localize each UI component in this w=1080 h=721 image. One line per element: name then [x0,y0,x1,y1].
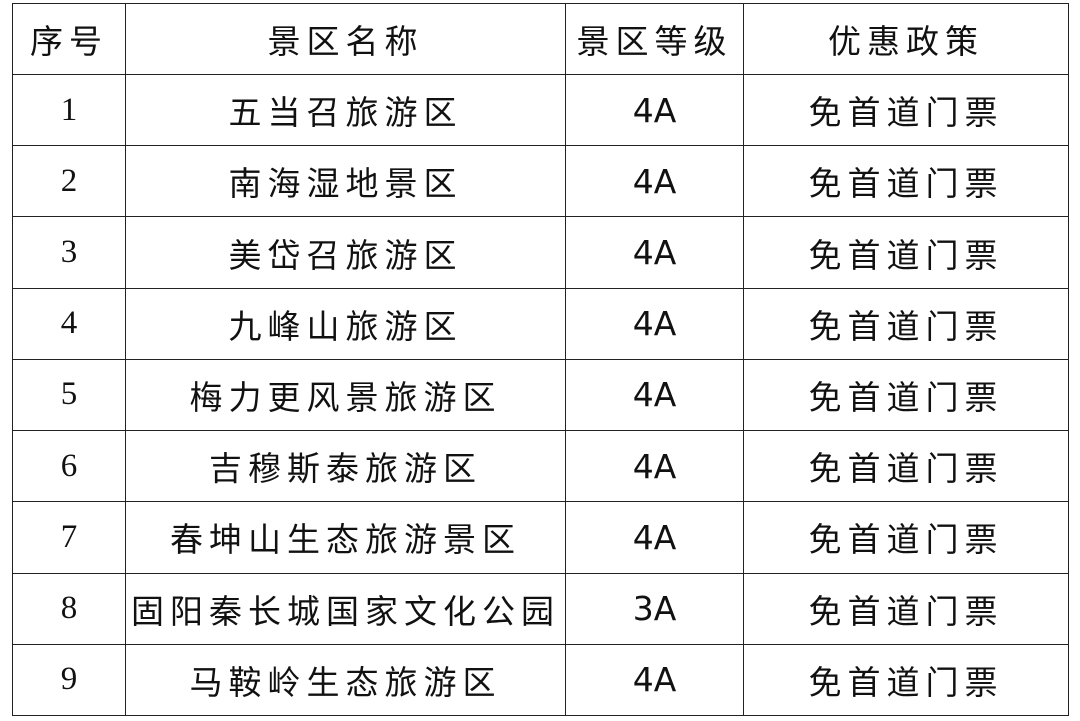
table-row: 5 梅力更风景旅游区 4A 免首道门票 [12,358,1069,432]
table-cell: 4A [565,430,744,503]
table-cell: 南海湿地景区 [125,145,566,218]
table-cell: 4A [565,145,744,218]
table-cell: 免首道门票 [743,643,1069,717]
table-cell: 1 [12,73,126,147]
table-row: 1 五当召旅游区 4A 免首道门票 [12,73,1069,147]
table-cell: 免首道门票 [743,216,1069,289]
table-cell: 7 [12,501,126,574]
table: 序号 景区名称 景区等级 优惠政策 1 五当召旅游区 4A 免首道门票 2 南海湿地景区 4A 免首… [12,3,1069,717]
table-cell: 3 [12,216,126,289]
table-row: 7 春坤山生态旅游景区 4A 免首道门票 [12,501,1069,574]
table-cell: 固阳秦长城国家文化公园 [125,572,566,645]
header-cell: 景区等级 [565,3,744,75]
table-cell: 免首道门票 [743,572,1069,645]
table-cell: 梅力更风景旅游区 [125,358,566,432]
header-cell: 景区名称 [125,3,566,75]
table-cell: 免首道门票 [743,430,1069,503]
table-cell: 5 [12,358,126,432]
table-row: 3 美岱召旅游区 4A 免首道门票 [12,216,1069,289]
table-cell: 4A [565,643,744,717]
table-container: 序号 景区名称 景区等级 优惠政策 1 五当召旅游区 4A 免首道门票 2 南海湿地景区 4A 免首… [12,3,1069,717]
table-cell: 4A [565,358,744,432]
table-cell: 免首道门票 [743,501,1069,574]
table-cell: 马鞍岭生态旅游区 [125,643,566,717]
table-cell: 4A [565,501,744,574]
table-cell: 吉穆斯泰旅游区 [125,430,566,503]
table-cell: 免首道门票 [743,73,1069,147]
table-cell: 美岱召旅游区 [125,216,566,289]
header-cell: 序号 [12,3,126,75]
table-cell: 9 [12,643,126,717]
table-cell: 免首道门票 [743,358,1069,432]
table-cell: 4 [12,287,126,360]
table-row: 2 南海湿地景区 4A 免首道门票 [12,145,1069,218]
table-row: 8 固阳秦长城国家文化公园 3A 免首道门票 [12,572,1069,645]
table-row: 9 马鞍岭生态旅游区 4A 免首道门票 [12,643,1069,717]
table-cell: 九峰山旅游区 [125,287,566,360]
table-body: 1 五当召旅游区 4A 免首道门票 2 南海湿地景区 4A 免首道门票 3 美岱召旅游区 4A 免首道… [12,73,1069,717]
table-cell: 免首道门票 [743,287,1069,360]
table-cell: 6 [12,430,126,503]
table-cell: 4A [565,287,744,360]
table-cell: 五当召旅游区 [125,73,566,147]
table-cell: 免首道门票 [743,145,1069,218]
table-cell: 2 [12,145,126,218]
table-cell: 4A [565,73,744,147]
table-cell: 4A [565,216,744,289]
header-cell: 优惠政策 [743,3,1069,75]
table-row: 4 九峰山旅游区 4A 免首道门票 [12,287,1069,360]
table-row: 6 吉穆斯泰旅游区 4A 免首道门票 [12,430,1069,503]
table-cell: 3A [565,572,744,645]
table-cell: 8 [12,572,126,645]
table-cell: 春坤山生态旅游景区 [125,501,566,574]
header-row: 序号 景区名称 景区等级 优惠政策 [12,3,1069,75]
